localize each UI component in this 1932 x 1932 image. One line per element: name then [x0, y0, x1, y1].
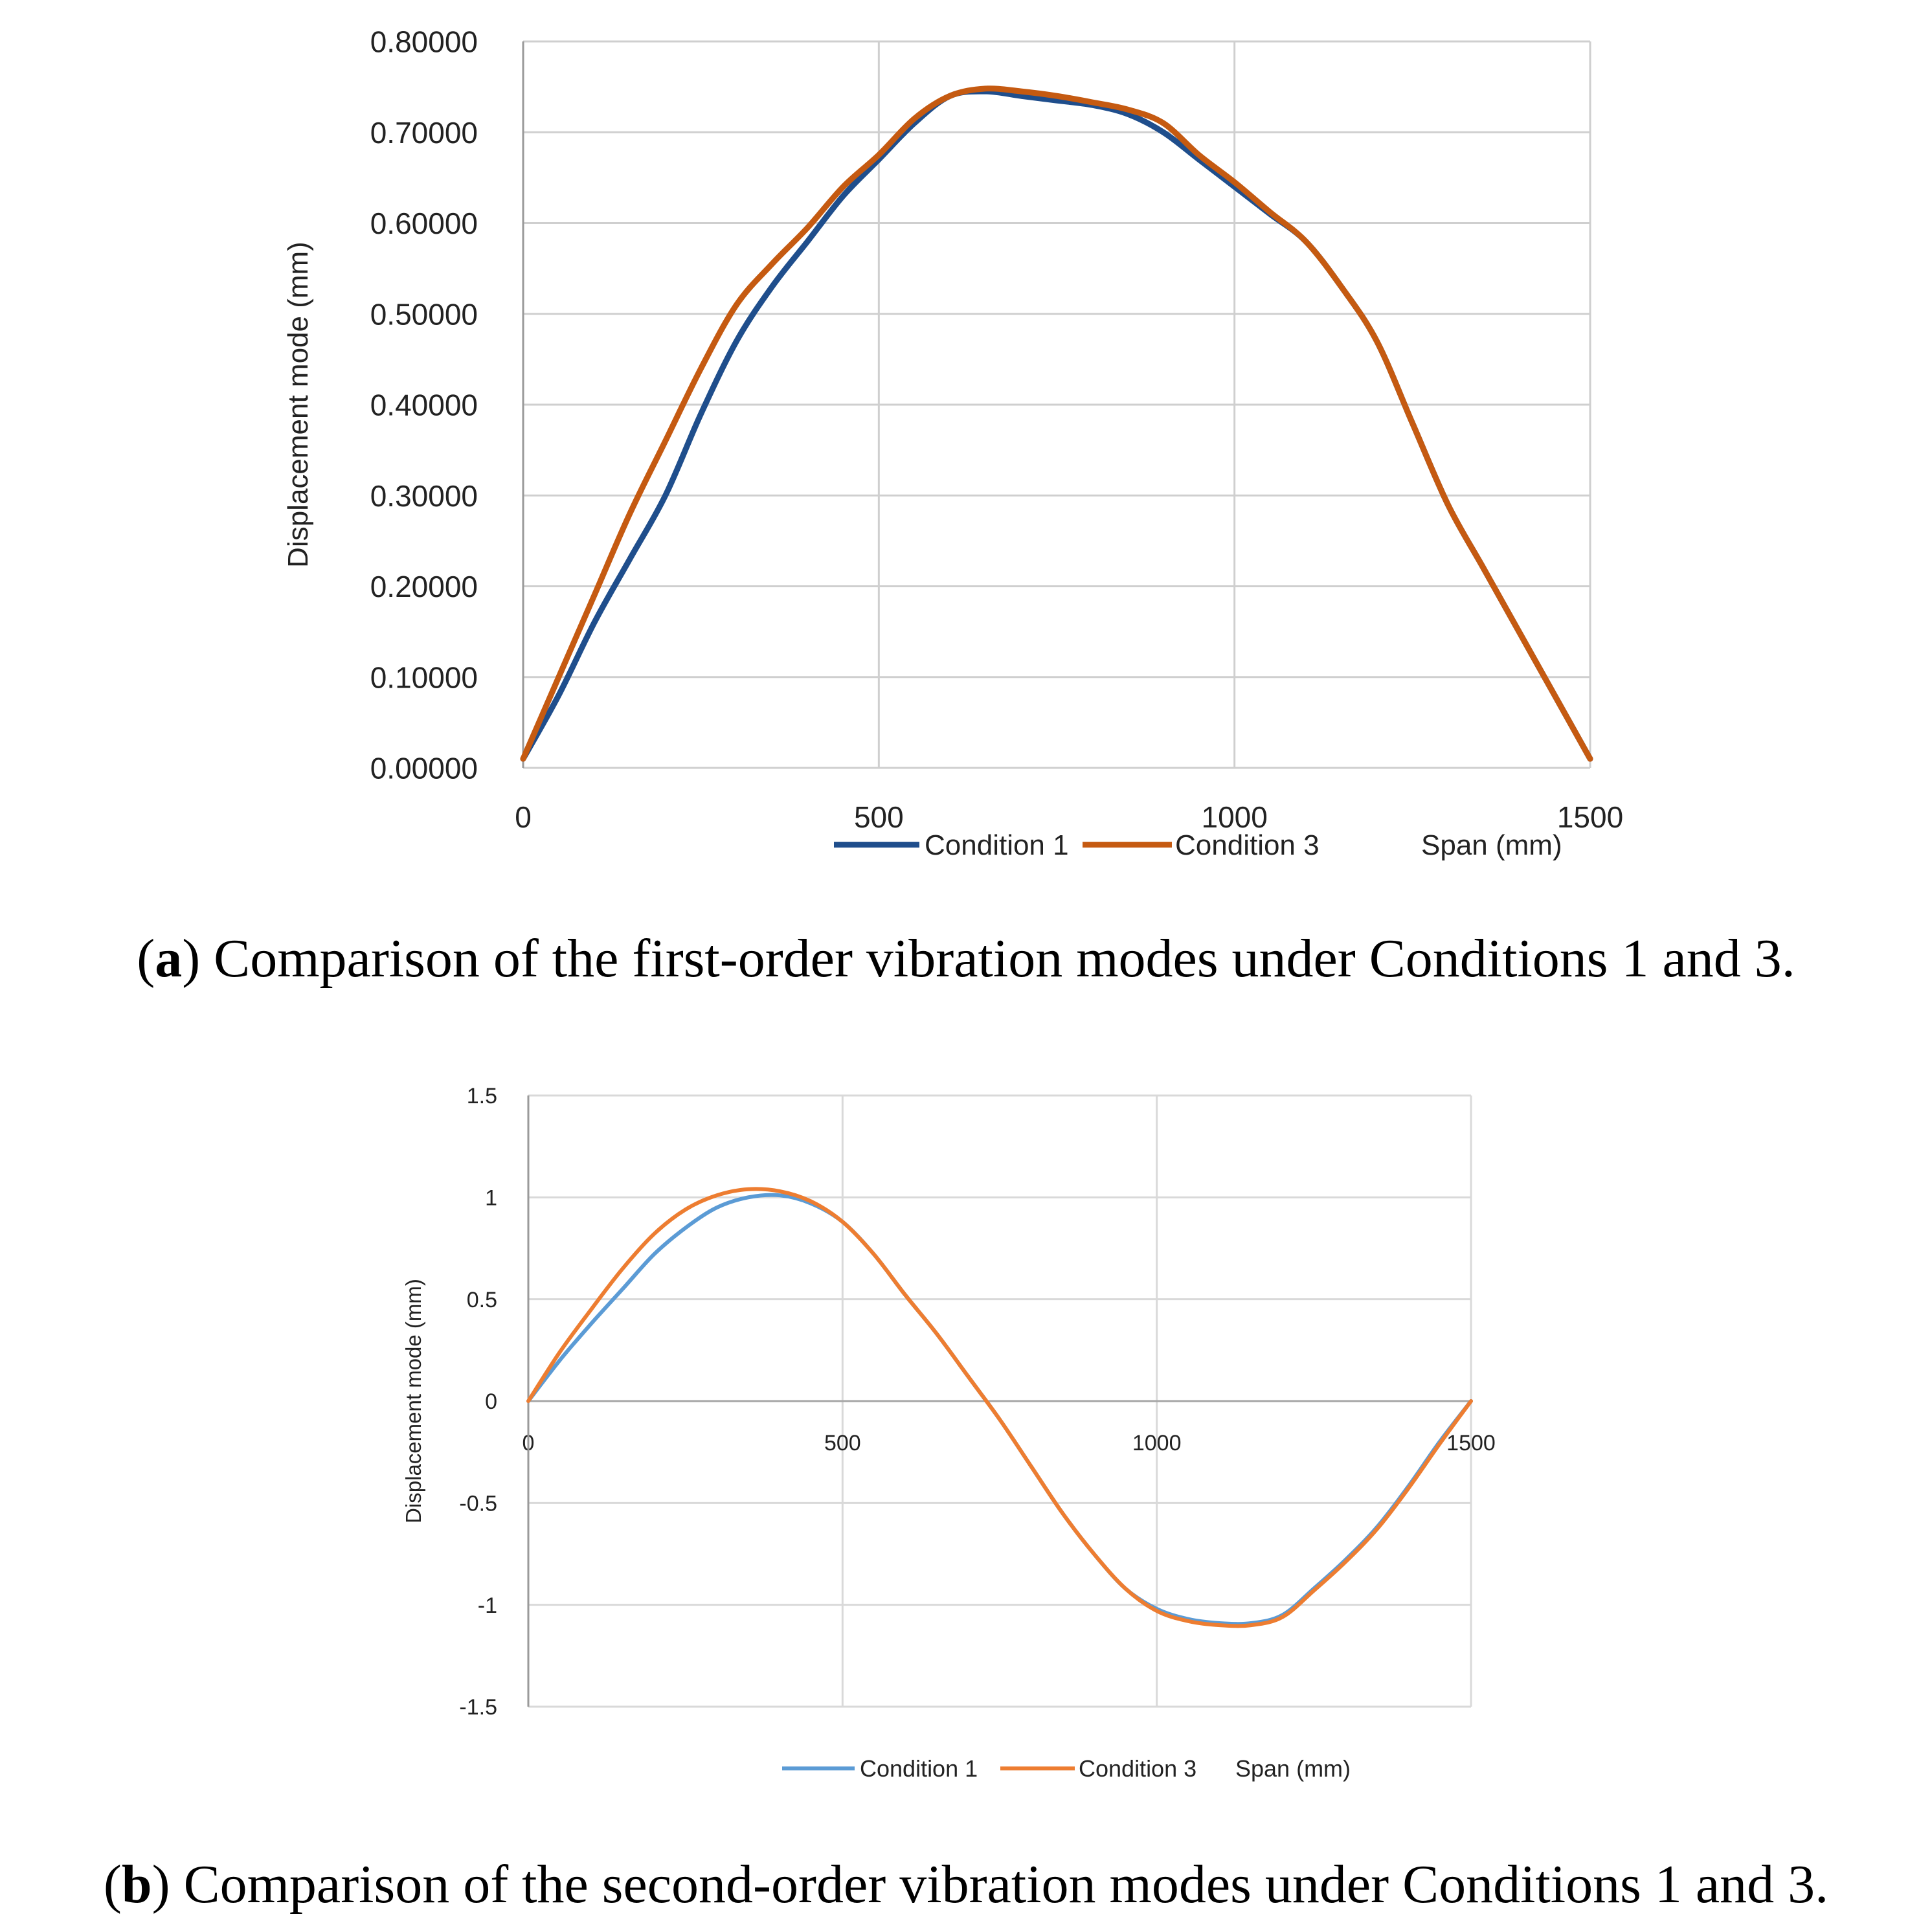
x-tick-label: 1000 [1132, 1431, 1182, 1455]
y-tick-label: 1 [485, 1186, 497, 1211]
y-tick-label: 0.00000 [370, 752, 478, 785]
y-tick-label: 0.20000 [370, 570, 478, 603]
y-tick-label: 0.30000 [370, 479, 478, 513]
y-tick-label: 0.40000 [370, 388, 478, 422]
series-line-condition-1 [520, 88, 1593, 762]
y-tick-label: 0.80000 [370, 25, 478, 59]
series-line-condition-3 [526, 1187, 1473, 1628]
y-axis-label: Displacement mode (mm) [282, 242, 314, 568]
legend-label: Condition 3 [1175, 829, 1320, 861]
caption-b: (b) Comparison of the second-order vibra… [103, 1854, 1829, 1915]
y-tick-label: 0.70000 [370, 116, 478, 150]
x-tick-label: 1500 [1446, 1431, 1496, 1455]
y-tick-label: -1 [478, 1593, 497, 1618]
x-tick-label: 500 [854, 800, 904, 834]
legend-label: Condition 1 [860, 1755, 978, 1782]
caption-a-text: Comparison of the first-order vibration … [214, 928, 1795, 989]
y-tick-label: -0.5 [459, 1492, 497, 1516]
x-tick-label: 0 [515, 800, 532, 834]
y-tick-label: -1.5 [459, 1695, 497, 1720]
y-tick-label: 0.50000 [370, 297, 478, 331]
legend: Condition 1 Condition 3 Span (mm) [834, 829, 1562, 861]
y-tick-label: 1.5 [467, 1084, 497, 1108]
x-tick-label: 1000 [1201, 800, 1267, 834]
legend-label: Condition 1 [925, 829, 1069, 861]
y-tick-label: 0.5 [467, 1288, 497, 1312]
chart-a: 0.00000 0.10000 0.20000 0.30000 0.40000 0.500… [282, 25, 1623, 861]
legend: Condition 1 Condition 3 Span (mm) [782, 1755, 1351, 1782]
x-tick-label: 1500 [1557, 800, 1623, 834]
series-line-condition-1 [526, 1193, 1473, 1626]
x-axis-label: Span (mm) [1235, 1755, 1351, 1782]
caption-b-text: Comparison of the second-order vibration… [183, 1854, 1829, 1915]
y-tick-label: 0.60000 [370, 207, 478, 240]
x-axis-label: Span (mm) [1421, 829, 1562, 861]
legend-label: Condition 3 [1079, 1755, 1196, 1782]
chart-b: -1.5-1-0.500.511.5050010001500Displaceme… [401, 1084, 1496, 1782]
y-axis-label: Displacement mode (mm) [401, 1279, 425, 1523]
caption-b-letter: b [121, 1854, 152, 1915]
series-line-condition-3 [520, 85, 1593, 762]
caption-a-letter: a [155, 928, 183, 989]
caption-a: (a) Comparison of the first-order vibrat… [137, 928, 1795, 989]
y-tick-label: 0 [485, 1389, 497, 1414]
x-tick-label: 500 [824, 1431, 861, 1455]
y-tick-label: 0.10000 [370, 660, 478, 694]
